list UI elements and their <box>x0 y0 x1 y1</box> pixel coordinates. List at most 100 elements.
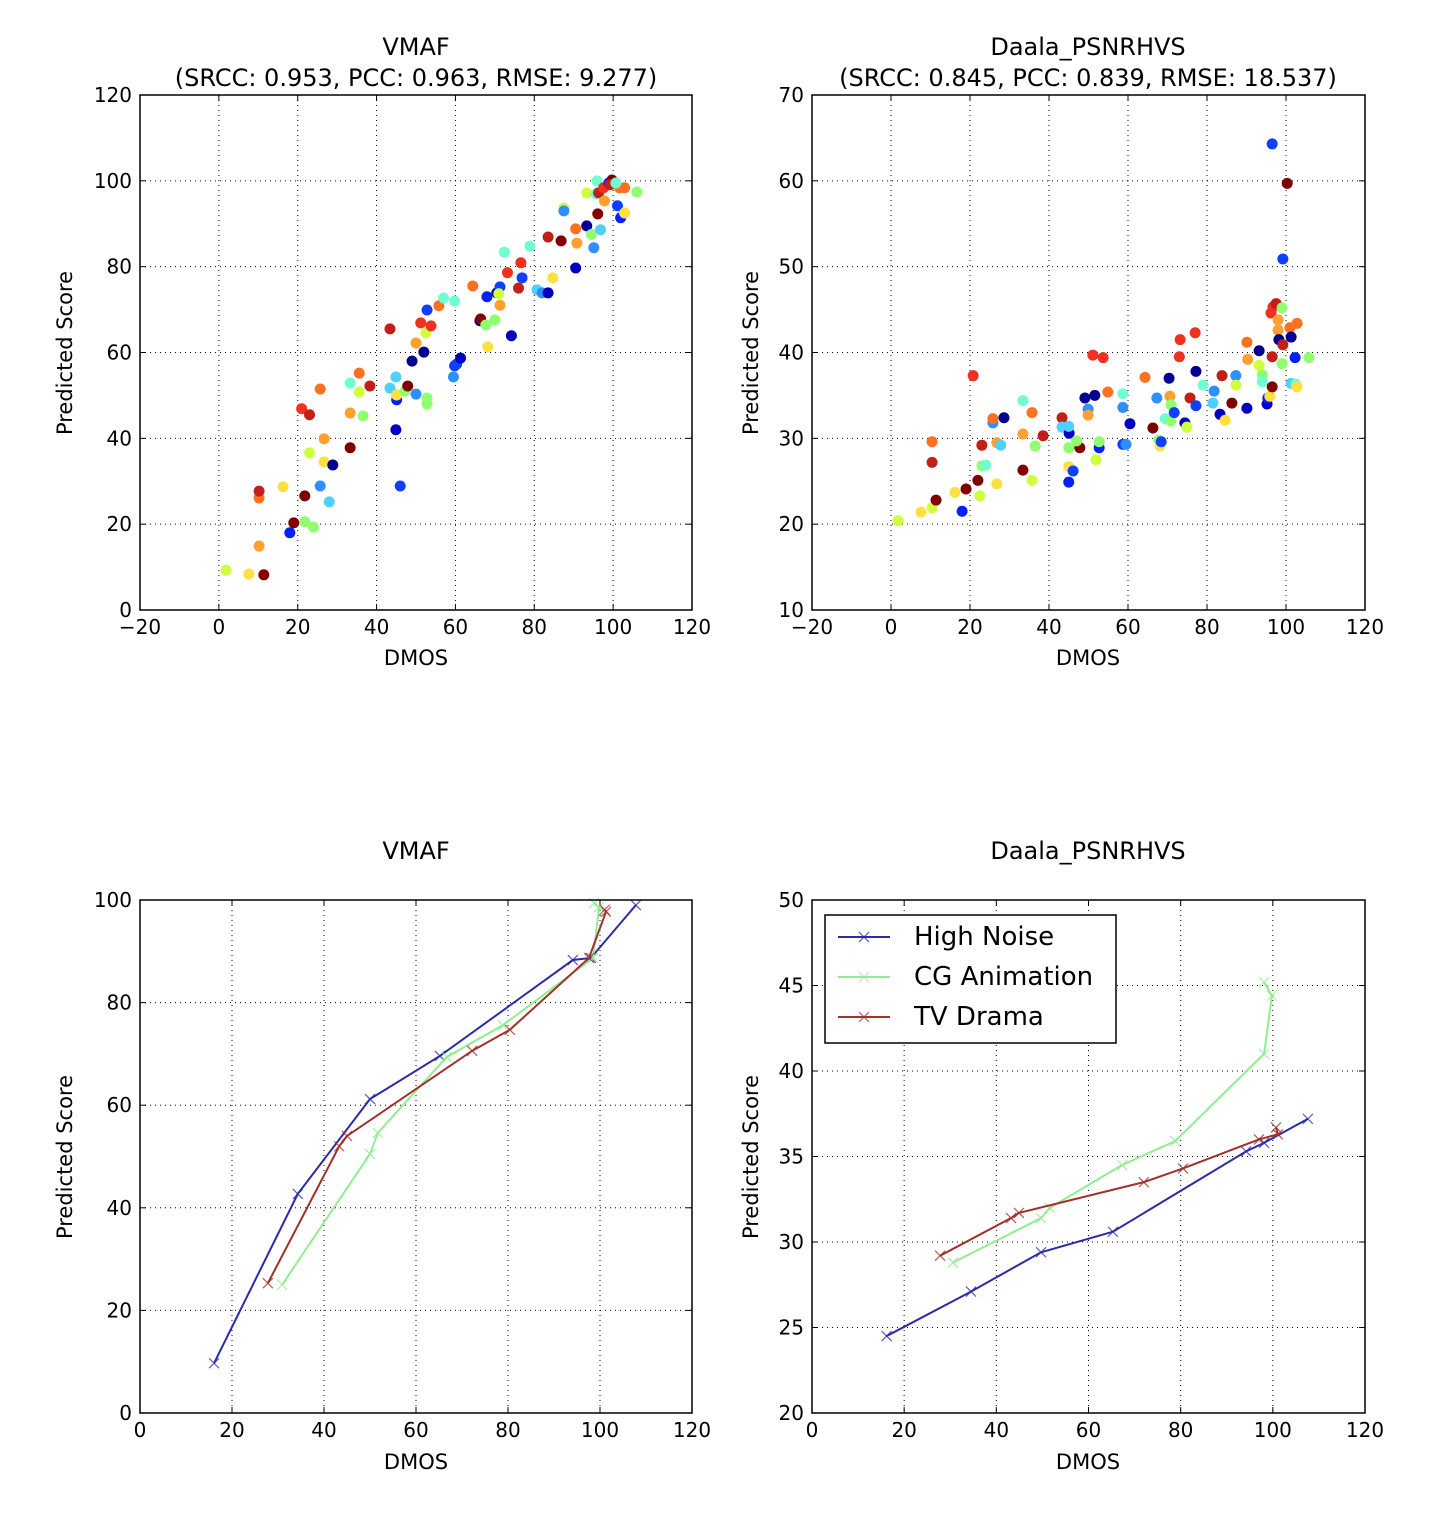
series-marker-high-noise <box>1107 1226 1119 1238</box>
x-tick-label: 0 <box>885 615 898 639</box>
scatter-point <box>344 442 356 454</box>
scatter-point <box>1017 395 1029 407</box>
series-line-cg-animation <box>281 902 601 1286</box>
y-tick-label: 45 <box>779 974 804 998</box>
x-tick-label: 0 <box>134 1418 147 1442</box>
plot-frame <box>811 899 1366 1414</box>
x-tick-label: 80 <box>1194 615 1219 639</box>
scatter-point <box>384 382 396 394</box>
scatter-point <box>288 517 300 529</box>
chart-subtitle: (SRCC: 0.953, PCC: 0.963, RMSE: 9.277) <box>175 64 658 92</box>
x-tick-label: 60 <box>443 615 468 639</box>
scatter-point <box>1219 414 1231 426</box>
scatter-point <box>1181 421 1193 433</box>
series-marker-tv-drama <box>1253 1133 1265 1145</box>
scatter-point <box>1117 388 1129 400</box>
scatter-point <box>394 480 406 492</box>
scatter-point <box>967 370 979 382</box>
series-marker-high-noise <box>208 1357 220 1369</box>
x-tick-label: 120 <box>673 1418 711 1442</box>
scatter-point <box>357 410 369 422</box>
scatter-point <box>1230 379 1242 391</box>
scatter-point <box>1174 334 1186 346</box>
y-tick-label: 80 <box>107 991 132 1015</box>
scatter-point <box>926 456 938 468</box>
scatter-point <box>406 355 418 367</box>
scatter-point <box>1017 464 1029 476</box>
scatter-point <box>987 413 999 425</box>
legend-marker-high-noise <box>858 931 870 943</box>
scatter-point <box>1063 420 1075 432</box>
series-marker-cg-animation <box>1169 1135 1181 1147</box>
series-marker-tv-drama <box>1005 1212 1017 1224</box>
y-tick-label: 100 <box>94 888 132 912</box>
x-axis-label: DMOS <box>1056 646 1120 670</box>
scatter-point <box>1173 351 1185 363</box>
scatter-point <box>1291 317 1303 329</box>
y-tick-label: 50 <box>779 888 804 912</box>
series-marker-tv-drama <box>583 952 595 964</box>
series-marker-high-noise <box>1240 1145 1252 1157</box>
x-tick-label: 120 <box>1346 1418 1384 1442</box>
panel-vmaf-scatter: VMAF (SRCC: 0.953, PCC: 0.963, RMSE: 9.2… <box>53 33 657 670</box>
scatter-point <box>581 220 593 232</box>
x-tick-label: 100 <box>581 1418 619 1442</box>
scatter-point <box>1168 407 1180 419</box>
legend-label-high-noise: High Noise <box>914 922 1054 952</box>
scatter-point <box>547 272 559 284</box>
y-axis-label: Predicted Score <box>739 1075 763 1239</box>
scatter-point <box>1093 436 1105 448</box>
series-marker-cg-animation <box>1035 1212 1047 1224</box>
scatter-point <box>585 228 597 240</box>
x-tick-label: 40 <box>1036 615 1061 639</box>
series-marker-high-noise <box>965 1286 977 1298</box>
y-tick-label: 25 <box>779 1316 804 1340</box>
scatter-point <box>1230 370 1242 382</box>
scatter-point <box>915 506 927 518</box>
scatter-point <box>1184 392 1196 404</box>
scatter-point <box>1067 465 1079 477</box>
y-tick-label: 40 <box>107 1196 132 1220</box>
legend-label-tv-drama: TV Drama <box>913 1002 1044 1032</box>
scatter-point <box>1124 418 1136 430</box>
legend-marker-cg-animation <box>858 971 870 983</box>
scatter-point <box>1120 438 1132 450</box>
scatter-point <box>402 380 414 392</box>
scatter-point <box>498 246 510 258</box>
plot-area-1: −20 0 20 40 60 80 100 120 10 20 30 40 50 60 70 <box>779 83 1385 639</box>
scatter-point <box>421 304 433 316</box>
y-tick-label: 60 <box>107 341 132 365</box>
scatter-point <box>299 490 311 502</box>
y-tick-label: 120 <box>94 83 132 107</box>
series-marker-cg-animation <box>947 1257 959 1268</box>
scatter-point <box>619 207 631 219</box>
series-marker-cg-animation <box>364 1148 376 1160</box>
series-marker-high-noise <box>567 954 579 966</box>
scatter-point <box>1226 397 1238 409</box>
series-marker-cg-animation <box>276 1279 288 1291</box>
scatter-point <box>516 272 528 284</box>
scatter-point <box>314 383 326 395</box>
scatter-point <box>1164 390 1176 402</box>
series-marker-high-noise <box>364 1093 376 1105</box>
series-marker-cg-animation <box>1258 976 1270 988</box>
scatter-point <box>318 433 330 445</box>
scatter-point <box>611 200 623 212</box>
scatter-point <box>353 367 365 379</box>
scatter-point <box>998 412 1010 424</box>
x-tick-label: 40 <box>984 1418 1009 1442</box>
scatter-point <box>1253 345 1265 357</box>
scatter-point <box>364 380 376 392</box>
scatter-point <box>390 371 402 383</box>
plot-frame <box>139 899 693 1414</box>
series-marker-cg-animation <box>593 901 605 913</box>
scatter-point <box>344 377 356 389</box>
y-tick-label: 0 <box>119 1401 132 1425</box>
series-marker-high-noise <box>881 1330 893 1342</box>
scatter-point <box>595 224 607 236</box>
scatter-point <box>1197 379 1209 391</box>
scatter-point <box>258 569 270 581</box>
plot-area-2: 0 20 40 60 80 100 120 0 20 40 60 80 100 <box>94 888 711 1442</box>
series-marker-high-noise <box>292 1188 304 1200</box>
scatter-point <box>391 389 403 401</box>
